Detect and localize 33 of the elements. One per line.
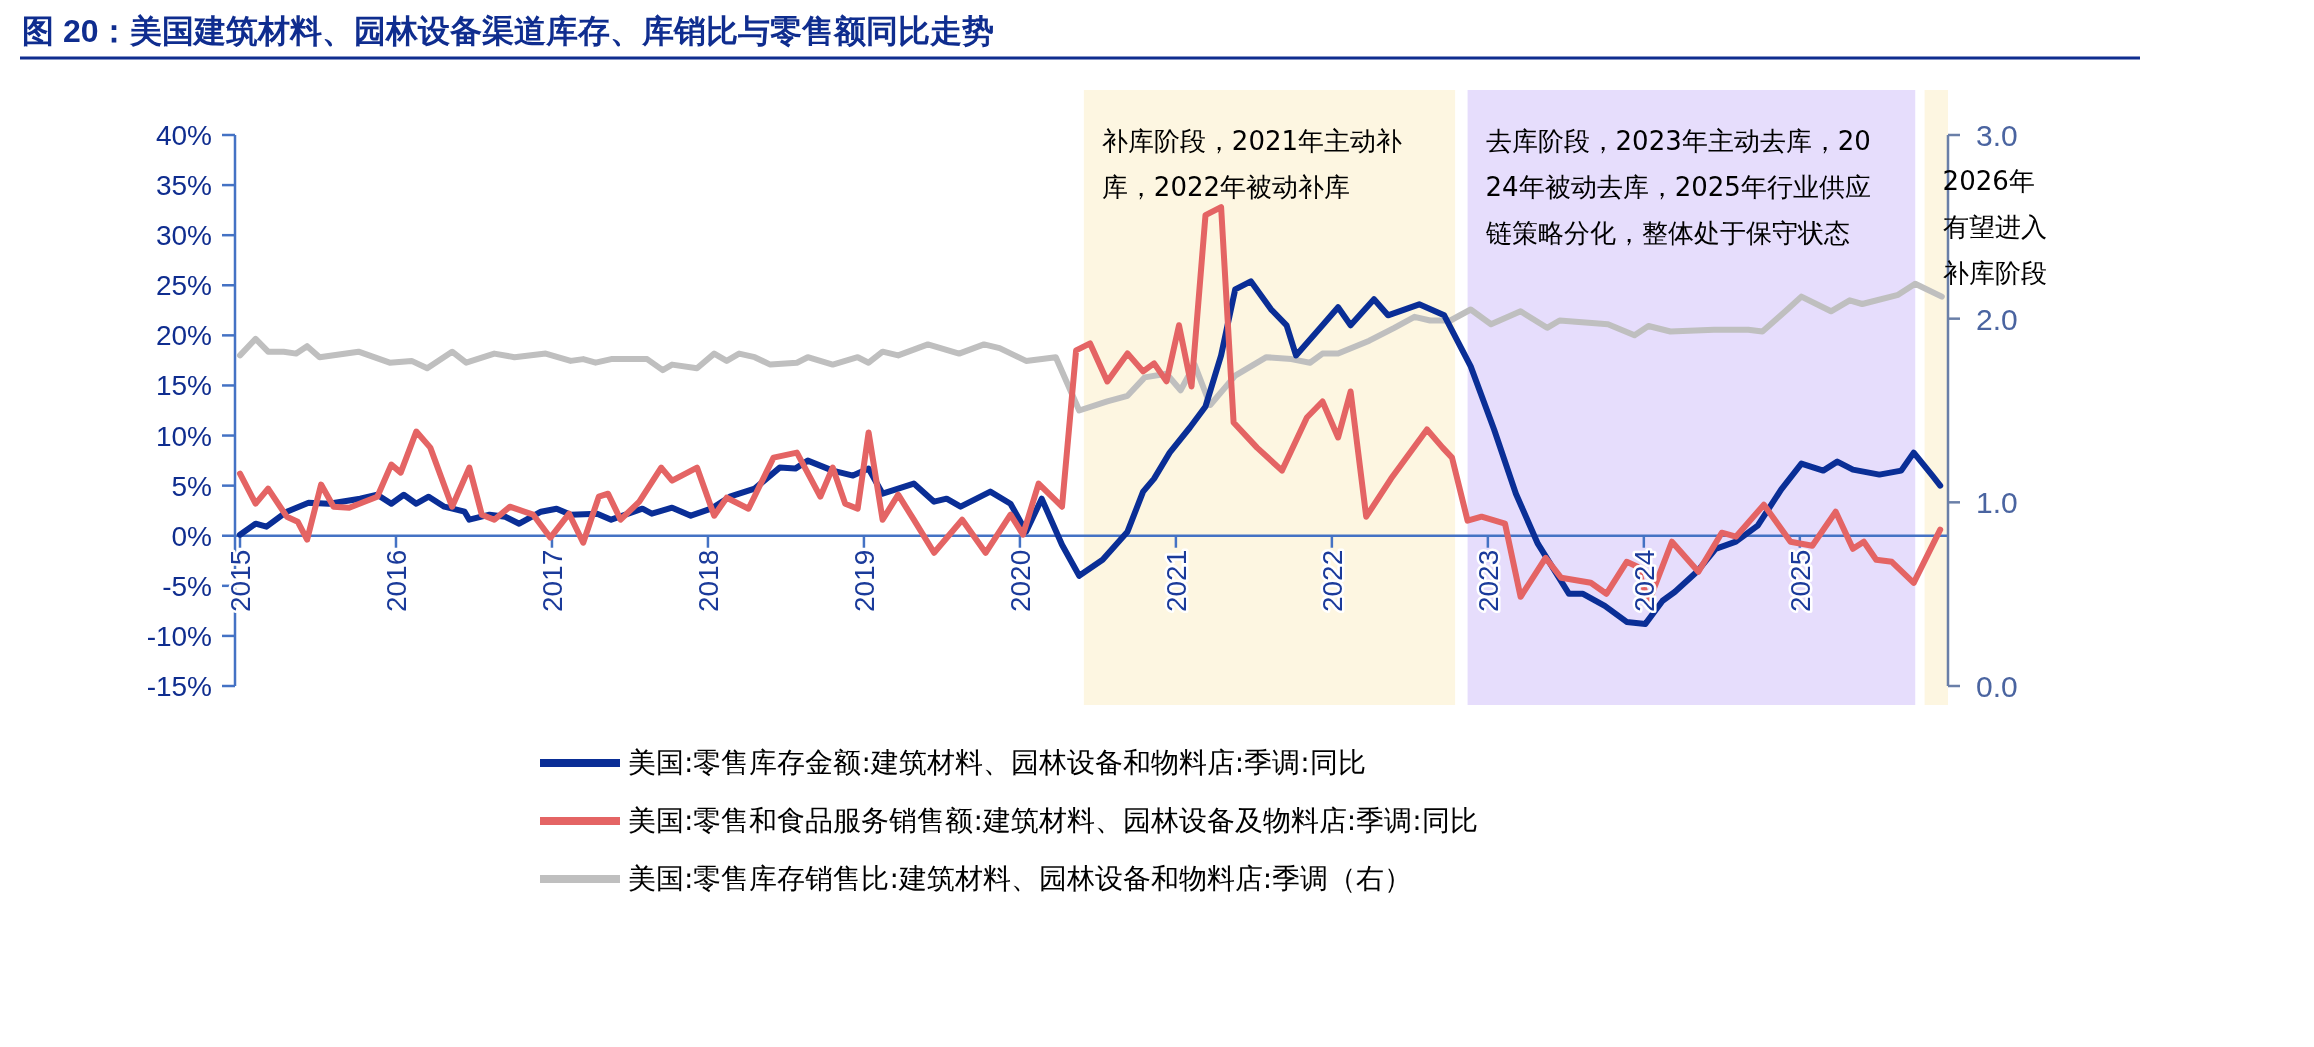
y-tick-label: 35% <box>155 170 212 202</box>
y-tick-label: -15% <box>146 671 212 702</box>
x-tick-label: 2023 <box>1472 549 1504 613</box>
legend-label: 美国:零售和食品服务销售额:建筑材料、园林设备及物料店:季调:同比 <box>628 803 1478 839</box>
y-tick-label: 30% <box>155 220 212 252</box>
y-tick-label: 5% <box>171 470 212 502</box>
x-tick-label: 2020 <box>1004 549 1036 613</box>
x-tick-label: 2018 <box>692 549 724 613</box>
x-tick-label: 2022 <box>1316 549 1348 613</box>
legend-label: 美国:零售库存销售比:建筑材料、园林设备和物料店:季调（右） <box>628 861 1413 897</box>
x-tick-label: 2021 <box>1160 549 1192 613</box>
y-tick-label: -10% <box>146 620 212 652</box>
chart-title: 图 20：美国建筑材料、园林设备渠道库存、库销比与零售额同比走势 <box>22 13 995 49</box>
band-label: 去库阶段，2023年主动去库，2024年被动去库，2025年行业供应链策略分化，整体处于保守状态 <box>1485 125 1872 250</box>
y2-tick-label: 2.0 <box>1976 302 2018 336</box>
x-tick-label: 2019 <box>848 549 880 613</box>
y-tick-label: 25% <box>155 270 212 302</box>
legend-label: 美国:零售库存金额:建筑材料、园林设备和物料店:季调:同比 <box>628 745 1366 781</box>
y-tick-label: 40% <box>155 120 212 151</box>
x-tick-label: 2025 <box>1784 549 1816 613</box>
y-tick-label: 0% <box>171 520 212 552</box>
y2-tick-label: 0.0 <box>1976 670 2018 703</box>
y2-tick-label: 1.0 <box>1976 486 2018 520</box>
band-label: 补库阶段，2021年主动补库，2022年被动补库 <box>1101 125 1404 204</box>
y-tick-label: 20% <box>155 320 212 352</box>
y-tick-label: -5% <box>162 570 212 602</box>
x-tick-label: 2017 <box>536 549 568 613</box>
y2-tick-label: 3.0 <box>1976 119 2018 152</box>
x-tick-label: 2015 <box>225 549 256 613</box>
x-tick-label: 2016 <box>380 549 412 613</box>
y-tick-label: 15% <box>155 370 212 402</box>
x-tick-label: 2024 <box>1628 549 1660 613</box>
y-tick-label: 10% <box>155 420 212 452</box>
